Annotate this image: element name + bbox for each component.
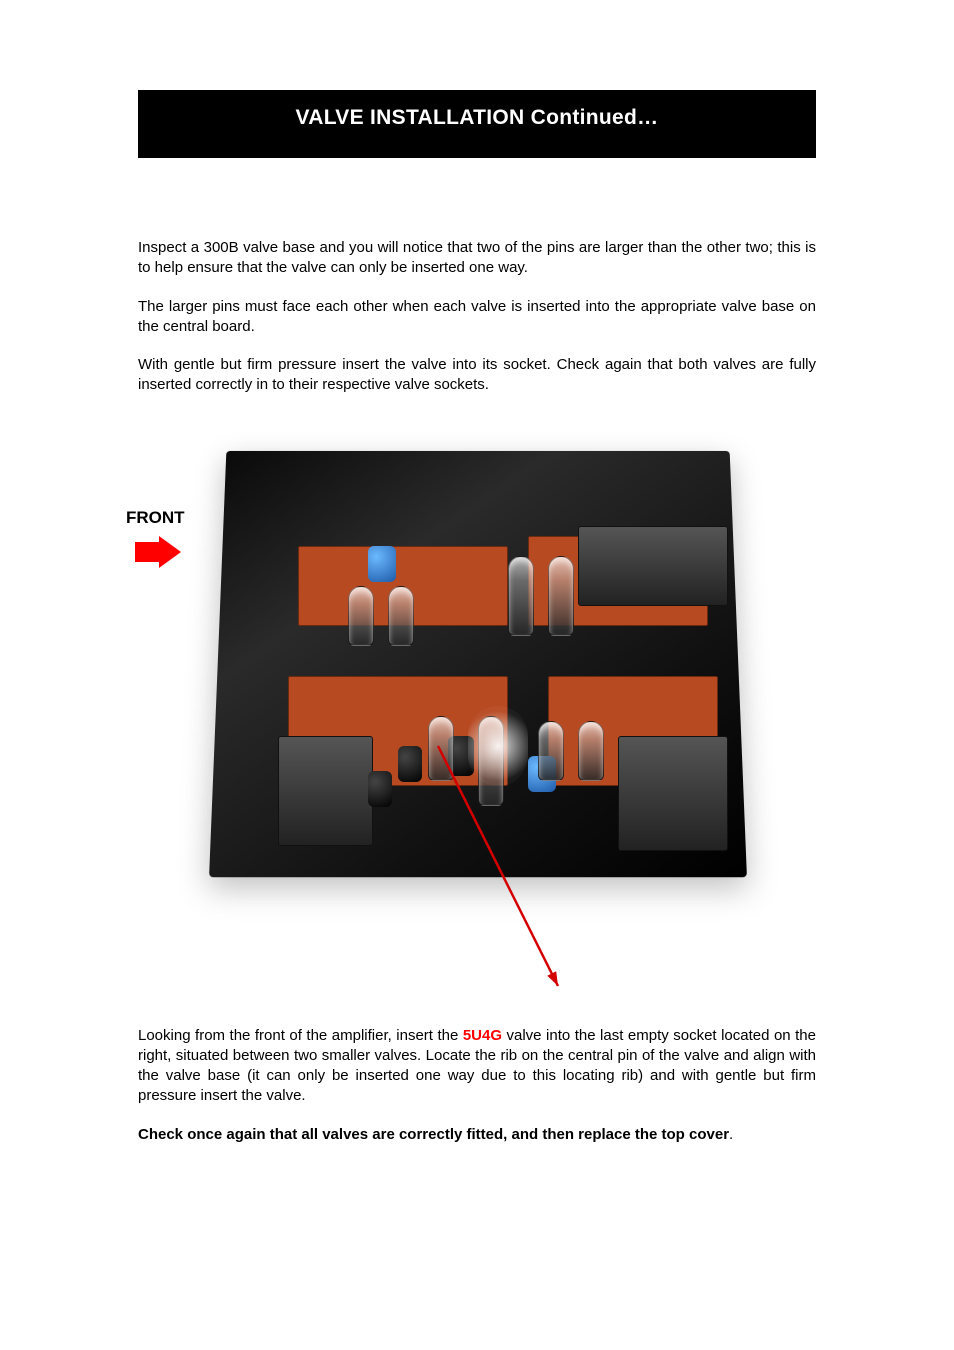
p5-bold: Check once again that all valves are cor… [138, 1126, 729, 1143]
pointer-arrowhead [547, 971, 558, 986]
p5-tail: . [729, 1126, 733, 1143]
paragraph-1: Inspect a 300B valve base and you will n… [138, 238, 816, 279]
paragraph-5: Check once again that all valves are cor… [138, 1125, 816, 1145]
pointer-line-icon [138, 436, 838, 996]
pointer-line-seg [438, 746, 558, 986]
page-title-text: VALVE INSTALLATION Continued… [296, 106, 659, 129]
paragraph-2: The larger pins must face each other whe… [138, 297, 816, 338]
p4-valve-type: 5U4G [463, 1027, 502, 1044]
p4-lead: Looking from the front of the amplifier,… [138, 1027, 463, 1044]
paragraph-4: Looking from the front of the amplifier,… [138, 1026, 816, 1107]
paragraph-3: With gentle but firm pressure insert the… [138, 355, 816, 396]
page-title-bar: VALVE INSTALLATION Continued… [138, 90, 816, 158]
amplifier-figure: FRONT [138, 436, 816, 996]
